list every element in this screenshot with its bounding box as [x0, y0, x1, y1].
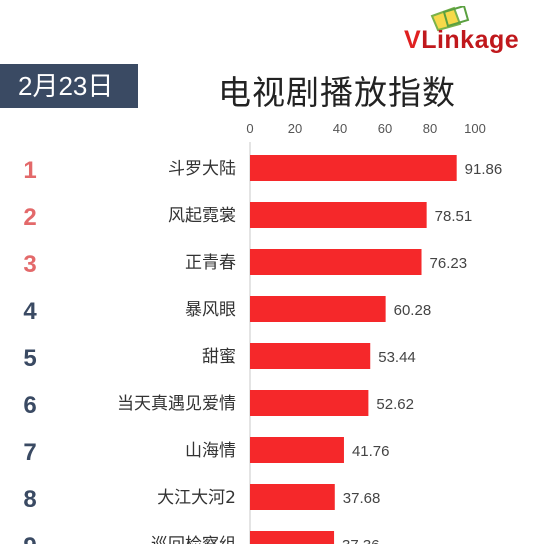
value-label: 78.51 [435, 208, 473, 225]
x-tick-label: 40 [333, 121, 347, 136]
rank-number: 4 [23, 298, 37, 325]
bar [250, 343, 371, 369]
value-label: 76.23 [430, 255, 468, 272]
logo-text: Linkage [421, 26, 520, 54]
value-label: 53.44 [378, 349, 416, 366]
x-tick-label: 80 [423, 121, 437, 136]
value-label: 41.76 [352, 443, 390, 460]
rank-number: 6 [23, 392, 36, 419]
bar [250, 390, 369, 416]
value-label: 37.68 [343, 490, 381, 507]
rank-number: 5 [23, 345, 36, 372]
rank-number: 9 [23, 533, 36, 544]
value-label: 52.62 [376, 396, 414, 413]
value-label: 60.28 [394, 302, 432, 319]
category-label: 甜蜜 [202, 347, 236, 367]
x-tick-label: 100 [464, 121, 486, 136]
rank-number: 1 [23, 157, 36, 184]
x-tick-label: 60 [378, 121, 392, 136]
category-label: 风起霓裳 [168, 206, 236, 226]
bar [250, 484, 335, 510]
bar [250, 531, 335, 544]
bar [250, 296, 386, 322]
logo-mark-icon [430, 6, 470, 32]
value-label: 37.36 [342, 537, 380, 544]
bar [250, 202, 427, 228]
rank-number: 3 [23, 251, 36, 278]
category-label: 当天真遇见爱情 [117, 394, 236, 414]
category-label: 正青春 [185, 253, 236, 273]
bar-chart: 0 20 40 60 80 100 1 斗罗大陆 91.86 2 风起霓裳 78.51 3 正青春 76.2… [23, 121, 503, 544]
vlinkage-logo: VLinkage [404, 6, 544, 54]
x-tick-label: 0 [246, 121, 253, 136]
bar [250, 249, 422, 275]
date-badge: 2月23日 [0, 64, 138, 108]
bar [250, 437, 344, 463]
rank-number: 8 [23, 486, 36, 513]
category-label: 巡回检察组 [151, 535, 236, 544]
category-label: 暴风眼 [185, 300, 236, 320]
category-label: 斗罗大陆 [168, 159, 236, 179]
chart-title: 电视剧播放指数 [218, 73, 456, 112]
x-tick-label: 20 [288, 121, 302, 136]
bar [250, 155, 457, 181]
rank-number: 2 [23, 204, 36, 231]
logo-prefix: V [404, 26, 422, 54]
value-label: 91.86 [465, 161, 503, 178]
category-label: 山海情 [185, 441, 236, 461]
category-label: 大江大河2 [157, 488, 236, 508]
rank-number: 7 [23, 439, 36, 466]
